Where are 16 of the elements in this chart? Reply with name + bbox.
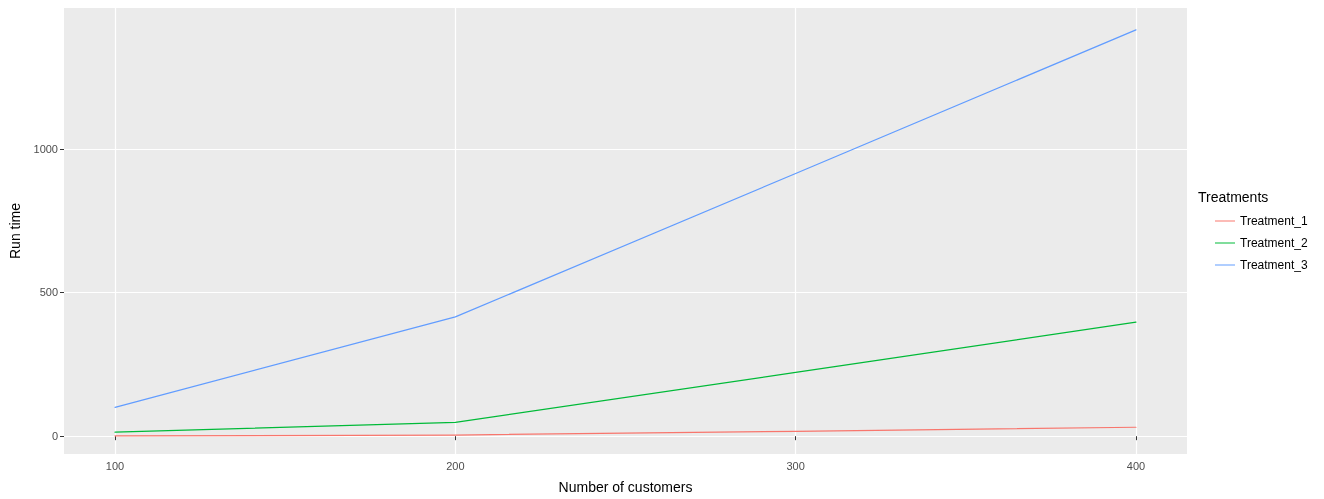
x-tick-label: 300	[786, 459, 805, 472]
y-axis-title: Run time	[7, 202, 23, 260]
y-tick-label: 1000	[33, 142, 58, 155]
legend-label: Treatment_1	[1240, 214, 1308, 228]
legend-label: Treatment_2	[1240, 236, 1308, 250]
line-series	[114, 426, 1137, 437]
x-tick-label: 100	[105, 459, 125, 472]
legend-label: Treatment_3	[1240, 258, 1308, 272]
y-tick-label: 500	[39, 286, 58, 299]
line-series	[114, 29, 1137, 409]
x-tick-label: 400	[1126, 459, 1146, 472]
x-axis-title: Number of customers	[558, 479, 693, 495]
x-tick-label: 200	[446, 459, 465, 472]
legend-title: Treatments	[1198, 189, 1269, 205]
line-series	[114, 321, 1137, 433]
y-tick-label: 0	[51, 430, 58, 443]
